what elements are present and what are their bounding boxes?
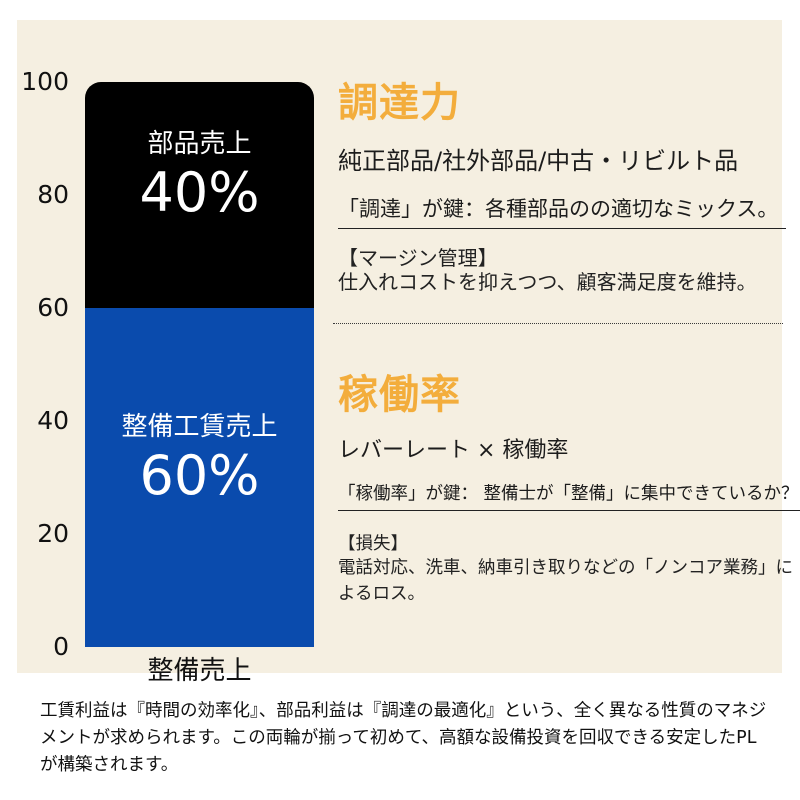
- parts-segment-percent: 40%: [139, 161, 260, 224]
- x-axis-category-label: 整備売上: [147, 656, 252, 686]
- margin-management-body: 仕入れコストを抑えつつ、顧客満足度を維持。: [338, 270, 757, 294]
- chart-panel: 100 80 60 40 20 0 部品売上 40% 整備工賃売上 60% 整備…: [17, 20, 800, 686]
- y-tick-80: 80: [37, 180, 69, 209]
- labor-segment-label: 整備工賃売上: [121, 411, 278, 442]
- loss-title: 【損失】: [338, 534, 408, 554]
- stacked-bar: 部品売上 40% 整備工賃売上 60%: [85, 82, 314, 647]
- bar-segment-labor-labels: 整備工賃売上 60%: [121, 410, 277, 508]
- y-tick-20: 20: [37, 519, 69, 548]
- procurement-formula: 純正部品/社外部品/中古・リビルト品: [338, 147, 739, 175]
- y-tick-100: 100: [21, 67, 69, 96]
- bar-segment-parts: 部品売上 40%: [85, 82, 314, 308]
- labor-segment-percent: 60%: [139, 443, 260, 507]
- summary-paragraph: 工賃利益は『時間の効率化』、部品利益は『調達の最適化』という、全く異なる性質のマ…: [40, 701, 767, 775]
- parts-segment-label: 部品売上: [147, 129, 252, 159]
- procurement-key-point: 「調達」が鍵：各種部品のの適切なミックス。: [338, 193, 787, 229]
- procurement-heading: 調達力: [338, 80, 461, 126]
- bar-segment-labor: 整備工賃売上 60%: [85, 308, 314, 647]
- loss-body: 電話対応、洗車、納車引き取りなどの「ノンコア業務」によるロス。: [338, 558, 793, 604]
- y-tick-0: 0: [53, 632, 69, 661]
- utilization-key-point: 「稼働率」が鍵： 整備士が「整備」に集中できているか？: [338, 480, 800, 511]
- section-divider: [333, 323, 783, 324]
- utilization-formula: レバーレート × 稼働率: [338, 438, 569, 463]
- utilization-heading: 稼働率: [338, 372, 461, 418]
- y-tick-60: 60: [37, 293, 69, 322]
- margin-management-title: 【マージン管理】: [338, 246, 498, 270]
- y-tick-40: 40: [37, 406, 69, 435]
- bar-segment-parts-labels: 部品売上 40%: [139, 127, 259, 225]
